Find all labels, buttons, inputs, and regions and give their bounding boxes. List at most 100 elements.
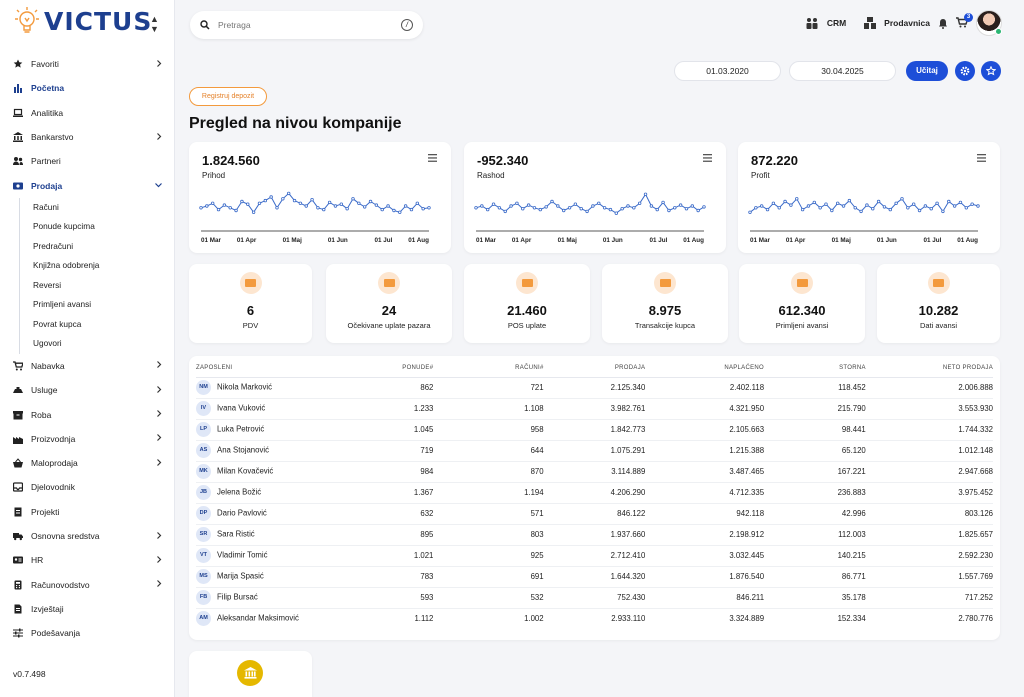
data-point[interactable] — [876, 199, 881, 204]
sidebar-item-proizvodnja[interactable]: Proizvodnja — [0, 427, 175, 451]
table-row[interactable]: SR Sara Ristić 895 803 1.937.660 2.198.912 112… — [196, 524, 993, 546]
data-point[interactable] — [216, 207, 221, 212]
column-header[interactable]: STORNA — [764, 360, 866, 378]
data-point[interactable] — [871, 207, 875, 211]
hamburger-menu-icon[interactable] — [703, 154, 712, 165]
data-point[interactable] — [497, 206, 502, 210]
data-point[interactable] — [526, 203, 531, 207]
table-row[interactable]: AM Aleksandar Maksimović 1.112 1.002 2.933.1… — [196, 608, 993, 629]
data-point[interactable] — [964, 206, 969, 210]
submenu-item-povrat-kupca[interactable]: Povrat kupca — [33, 318, 82, 329]
data-point[interactable] — [958, 200, 963, 205]
data-point[interactable] — [690, 204, 695, 208]
data-point[interactable] — [263, 198, 268, 203]
data-point[interactable] — [643, 192, 648, 196]
data-point[interactable] — [392, 208, 396, 213]
data-point[interactable] — [824, 202, 828, 206]
sidebar-item-podešavanja[interactable]: Podešavanja — [0, 621, 175, 645]
sidebar-item-analitika[interactable]: Analitika — [0, 101, 175, 125]
stat-card-očekivane-uplate-pazara[interactable]: 24 Očekivane uplate pazara — [326, 264, 452, 343]
data-point[interactable] — [661, 200, 665, 205]
data-point[interactable] — [409, 207, 414, 212]
data-point[interactable] — [199, 206, 203, 210]
data-point[interactable] — [900, 197, 904, 201]
submenu-item-primljeni-avansi[interactable]: Primljeni avansi — [33, 299, 92, 310]
data-point[interactable] — [847, 198, 852, 203]
date-to-input[interactable]: 30.04.2025 — [789, 61, 896, 81]
table-row[interactable]: LP Luka Petrović 1.045 958 1.842.773 2.105.66… — [196, 419, 993, 441]
data-point[interactable] — [398, 210, 402, 214]
data-point[interactable] — [748, 210, 752, 214]
column-header[interactable]: NETO PRODAJA — [865, 360, 993, 378]
table-row[interactable]: JB Jelena Božić 1.367 1.194 4.206.290 4.712.3… — [196, 482, 993, 504]
data-point[interactable] — [632, 206, 636, 210]
data-point[interactable] — [339, 202, 344, 206]
settings-button[interactable] — [955, 61, 975, 81]
data-point[interactable] — [765, 207, 770, 212]
data-point[interactable] — [333, 204, 338, 208]
table-row[interactable]: AS Ana Stojanović 719 644 1.075.291 1.215.388… — [196, 440, 993, 462]
data-point[interactable] — [602, 206, 607, 210]
data-point[interactable] — [777, 206, 781, 210]
sidebar-item-projekti[interactable]: Projekti — [0, 500, 175, 524]
data-point[interactable] — [771, 201, 776, 205]
submenu-item-reversi[interactable]: Reversi — [33, 279, 62, 290]
data-point[interactable] — [240, 199, 244, 204]
data-point[interactable] — [935, 201, 939, 205]
sidebar-item-nabavka[interactable]: Nabavka — [0, 354, 175, 378]
data-point[interactable] — [853, 206, 857, 210]
data-point[interactable] — [882, 205, 887, 209]
data-point[interactable] — [415, 201, 420, 205]
data-point[interactable] — [573, 202, 578, 206]
load-button[interactable]: Učitaj — [906, 61, 948, 81]
data-point[interactable] — [521, 207, 525, 211]
company-switch-icon[interactable]: ▲ ▼ — [150, 14, 159, 34]
data-point[interactable] — [888, 207, 893, 212]
data-point[interactable] — [754, 206, 758, 210]
data-point[interactable] — [835, 201, 840, 205]
data-point[interactable] — [421, 207, 425, 211]
data-point[interactable] — [702, 205, 706, 209]
crm-link[interactable]: CRM — [826, 18, 847, 28]
data-point[interactable] — [281, 197, 285, 201]
sidebar-item-maloprodaja[interactable]: Maloprodaja — [0, 451, 175, 475]
data-point[interactable] — [597, 201, 601, 205]
data-point[interactable] — [894, 201, 898, 205]
data-point[interactable] — [655, 207, 659, 212]
sidebar-item-favoriti[interactable]: Favoriti — [0, 52, 175, 76]
table-row[interactable]: MS Marija Spasić 783 691 1.644.320 1.876.540 8… — [196, 566, 993, 588]
submenu-item-računi[interactable]: Računi — [33, 201, 59, 212]
data-point[interactable] — [917, 208, 922, 213]
data-point[interactable] — [427, 206, 431, 210]
hamburger-menu-icon[interactable] — [977, 154, 986, 165]
data-point[interactable] — [222, 203, 227, 207]
data-point[interactable] — [579, 207, 583, 211]
data-point[interactable] — [614, 211, 619, 215]
stat-card-pdv[interactable]: 6 PDV — [189, 264, 312, 343]
data-point[interactable] — [298, 201, 303, 205]
data-point[interactable] — [257, 201, 262, 205]
data-point[interactable] — [538, 207, 543, 212]
data-point[interactable] — [830, 208, 834, 213]
data-point[interactable] — [800, 207, 805, 212]
sidebar-item-bankarstvo[interactable]: Bankarstvo — [0, 125, 175, 149]
sidebar-item-hr[interactable]: HR — [0, 548, 175, 572]
data-point[interactable] — [976, 204, 980, 208]
data-point[interactable] — [783, 199, 787, 204]
data-point[interactable] — [310, 197, 314, 202]
data-point[interactable] — [544, 205, 548, 209]
data-point[interactable] — [357, 201, 361, 205]
data-point[interactable] — [667, 208, 671, 213]
register-deposit-button[interactable]: Registruj depozit — [189, 87, 267, 106]
data-point[interactable] — [246, 202, 250, 206]
bank-card[interactable] — [189, 651, 312, 697]
data-point[interactable] — [292, 198, 297, 203]
data-point[interactable] — [251, 210, 256, 214]
data-point[interactable] — [684, 207, 689, 211]
submenu-item-predračuni[interactable]: Predračuni — [33, 240, 74, 251]
data-point[interactable] — [941, 209, 945, 214]
data-point[interactable] — [234, 208, 238, 213]
sidebar-item-djelovodnik[interactable]: Djelovodnik — [0, 475, 175, 499]
data-point[interactable] — [608, 207, 613, 212]
table-row[interactable]: IV Ivana Vuković 1.233 1.108 3.982.761 4.321.… — [196, 398, 993, 420]
